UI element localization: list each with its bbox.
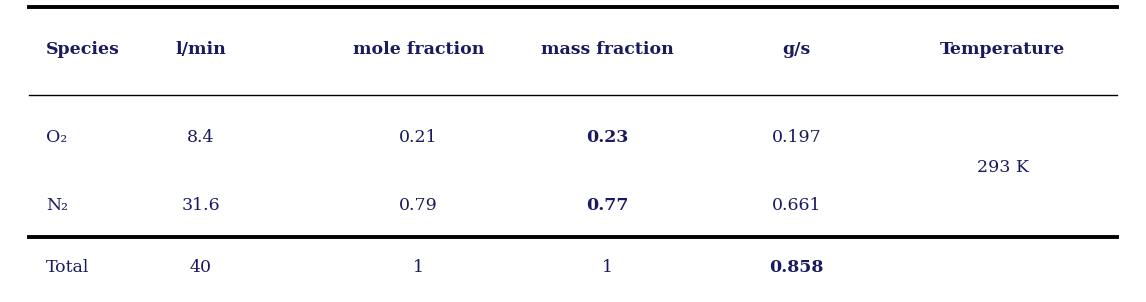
Text: Temperature: Temperature	[940, 41, 1066, 59]
Text: 0.661: 0.661	[771, 197, 822, 214]
Text: O₂: O₂	[46, 130, 68, 146]
Text: 31.6: 31.6	[181, 197, 220, 214]
Text: 0.197: 0.197	[771, 130, 822, 146]
Text: Total: Total	[46, 259, 89, 277]
Text: 0.77: 0.77	[586, 197, 629, 214]
Text: 0.79: 0.79	[399, 197, 438, 214]
Text: N₂: N₂	[46, 197, 68, 214]
Text: 0.21: 0.21	[399, 130, 438, 146]
Text: mole fraction: mole fraction	[353, 41, 484, 59]
Text: 40: 40	[189, 259, 212, 277]
Text: 8.4: 8.4	[187, 130, 214, 146]
Text: l/min: l/min	[175, 41, 226, 59]
Text: g/s: g/s	[783, 41, 810, 59]
Text: 1: 1	[602, 259, 613, 277]
Text: mass fraction: mass fraction	[541, 41, 674, 59]
Text: 0.23: 0.23	[587, 130, 628, 146]
Text: 1: 1	[413, 259, 424, 277]
Text: 293 K: 293 K	[976, 159, 1029, 176]
Text: 0.858: 0.858	[769, 259, 824, 277]
Text: Species: Species	[46, 41, 119, 59]
